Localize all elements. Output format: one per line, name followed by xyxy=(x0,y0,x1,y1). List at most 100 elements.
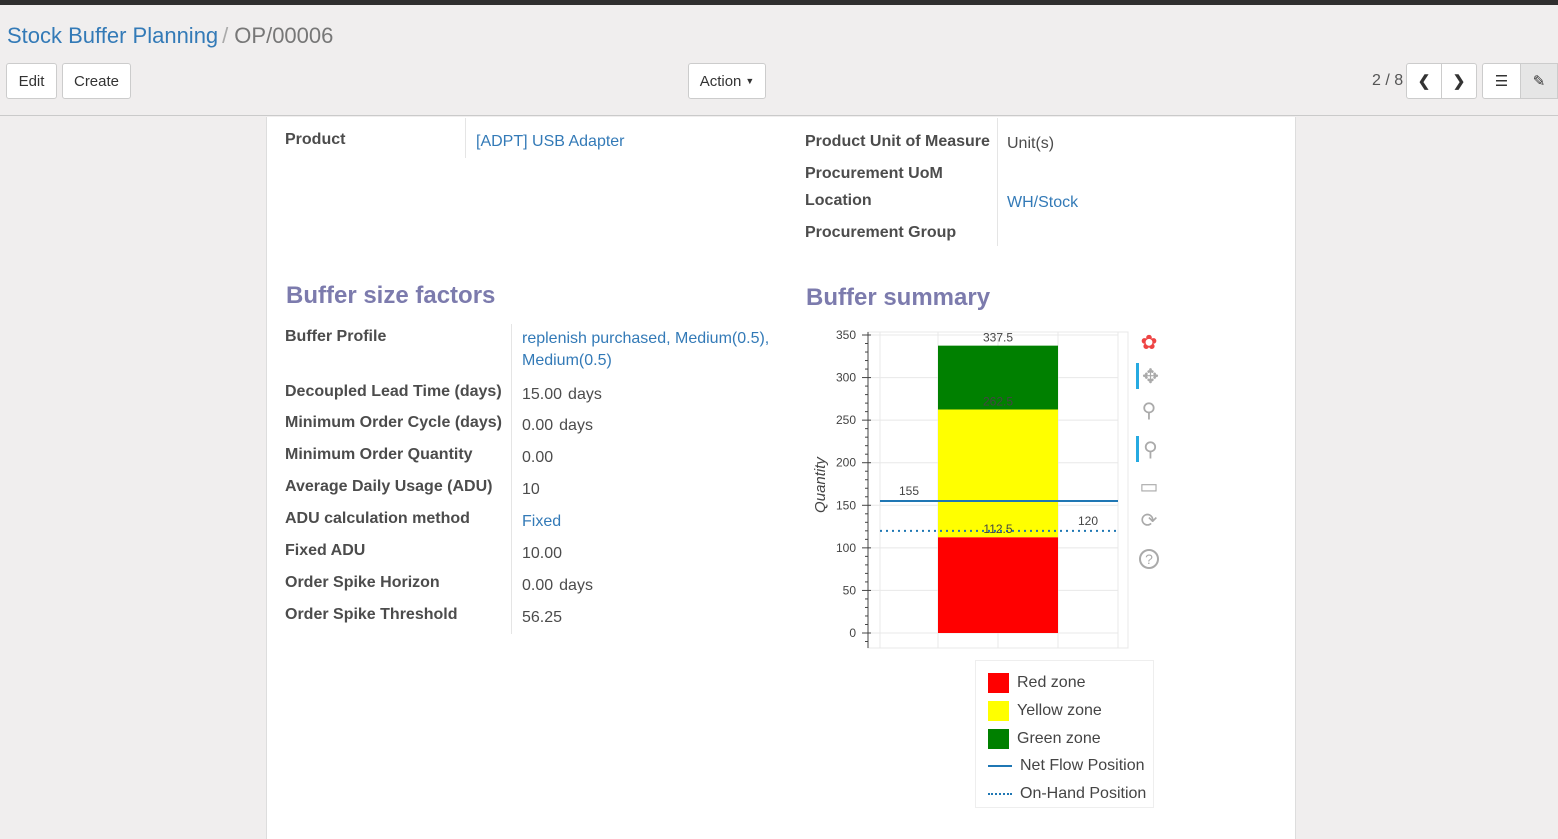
line-label: 120 xyxy=(1078,514,1098,528)
buffer-summary-title: Buffer summary xyxy=(806,284,991,311)
factor-value-text: 0.00 xyxy=(522,449,554,466)
form-view-button[interactable]: ✎ xyxy=(1520,63,1558,99)
save-icon[interactable]: ▭ xyxy=(1139,475,1159,498)
factor-value-text: 0.00 xyxy=(522,417,554,434)
divider xyxy=(511,324,512,634)
legend-item-on-hand: On-Hand Position xyxy=(988,785,1146,803)
product-link[interactable]: [ADPT] USB Adapter xyxy=(476,133,625,150)
factor-value[interactable]: Fixed xyxy=(522,513,561,531)
divider xyxy=(465,118,466,158)
pager-value: 2 / 8 xyxy=(1372,72,1404,89)
factor-unit: days xyxy=(568,386,602,403)
factor-value: 0.00 days xyxy=(522,577,593,595)
y-tick-label: 100 xyxy=(836,541,856,555)
legend-label: Red zone xyxy=(1017,674,1086,691)
box-zoom-icon[interactable]: ⚲ xyxy=(1141,399,1157,422)
bar-red-zone xyxy=(938,537,1058,633)
factor-value: 56.25 xyxy=(522,609,562,627)
factor-label: Minimum Order Cycle (days) xyxy=(285,414,502,431)
procurement-group-label: Procurement Group xyxy=(805,224,957,241)
factor-value-text: 10.00 xyxy=(522,545,563,562)
reset-icon[interactable]: ⟳ xyxy=(1140,509,1158,532)
chevron-right-icon: ❯ xyxy=(1452,73,1466,90)
caret-down-icon: ▼ xyxy=(745,76,755,86)
legend-label: Net Flow Position xyxy=(1020,757,1145,774)
factor-value: 10 xyxy=(522,481,540,499)
pan-icon[interactable]: ✥ xyxy=(1136,363,1162,389)
list-view-button[interactable]: ☰ xyxy=(1482,63,1521,99)
divider xyxy=(997,118,998,246)
action-button[interactable]: Action ▼ xyxy=(688,63,766,99)
y-tick-label: 50 xyxy=(843,583,857,597)
wheel-zoom-icon[interactable]: ⚲ xyxy=(1136,436,1162,462)
factor-label: ADU calculation method xyxy=(285,510,470,527)
factor-value: 0.00 days xyxy=(522,417,593,435)
y-tick-label: 0 xyxy=(849,626,856,640)
legend-swatch xyxy=(988,701,1009,721)
y-tick-label: 350 xyxy=(836,328,856,342)
bar-label: 262.5 xyxy=(983,395,1013,409)
factor-unit: days xyxy=(559,417,593,434)
create-button[interactable]: Create xyxy=(62,63,131,99)
factor-value[interactable]: replenish purchased, Medium(0.5), Medium… xyxy=(522,328,772,372)
help-icon[interactable]: ? xyxy=(1139,549,1159,569)
factor-unit: days xyxy=(559,577,593,594)
factor-label: Average Daily Usage (ADU) xyxy=(285,478,493,495)
factor-value: 10.00 xyxy=(522,545,562,563)
factor-value: 0.00 xyxy=(522,449,553,467)
factor-value: 15.00 days xyxy=(522,386,602,404)
breadcrumb: Stock Buffer Planning / OP/00006 xyxy=(7,23,333,49)
legend-item-green: Green zone xyxy=(988,729,1101,749)
pager-previous-button[interactable]: ❮ xyxy=(1406,63,1442,99)
factor-label: Order Spike Horizon xyxy=(285,574,440,591)
action-label: Action xyxy=(699,72,742,90)
location-label: Location xyxy=(805,192,872,209)
legend-item-red: Red zone xyxy=(988,673,1086,693)
y-tick-label: 250 xyxy=(836,413,856,427)
product-label: Product xyxy=(285,131,346,148)
bokeh-logo-icon: ✿ xyxy=(1140,331,1158,354)
legend-label: Green zone xyxy=(1017,730,1101,747)
control-panel: Stock Buffer Planning / OP/00006 xyxy=(0,5,1558,116)
legend-label: On-Hand Position xyxy=(1020,785,1147,802)
legend-item-net-flow: Net Flow Position xyxy=(988,757,1145,775)
bar-label: 112.5 xyxy=(983,522,1012,536)
legend-line-solid xyxy=(988,765,1012,767)
bar-yellow-zone xyxy=(938,409,1058,538)
factor-value-text: 15.00 xyxy=(522,386,563,403)
edit-button[interactable]: Edit xyxy=(6,63,57,99)
legend-item-yellow: Yellow zone xyxy=(988,701,1102,721)
factor-value-text[interactable]: Fixed xyxy=(522,513,562,530)
edit-icon: ✎ xyxy=(1532,73,1546,90)
procurement-uom-label: Procurement UoM xyxy=(805,165,943,182)
factor-value-text[interactable]: replenish purchased, Medium(0.5), Medium… xyxy=(522,330,770,369)
list-icon: ☰ xyxy=(1494,73,1509,90)
y-tick-label: 300 xyxy=(836,371,856,385)
factor-label: Buffer Profile xyxy=(285,328,387,345)
line-label: 155 xyxy=(899,484,919,498)
chart-legend: Red zone Yellow zone Green zone Net Flow… xyxy=(975,660,1154,808)
location-link[interactable]: WH/Stock xyxy=(1007,194,1079,211)
bar-label: 337.5 xyxy=(983,331,1013,345)
legend-swatch xyxy=(988,673,1009,693)
buffer-factors-title: Buffer size factors xyxy=(286,282,496,309)
pager-next-button[interactable]: ❯ xyxy=(1441,63,1477,99)
chevron-left-icon: ❮ xyxy=(1417,73,1431,90)
breadcrumb-current: OP/00006 xyxy=(234,23,334,48)
y-tick-label: 150 xyxy=(836,498,856,512)
factor-label: Decoupled Lead Time (days) xyxy=(285,383,502,400)
y-tick-label: 200 xyxy=(836,456,856,470)
uom-value: Unit(s) xyxy=(1007,135,1055,152)
breadcrumb-parent[interactable]: Stock Buffer Planning xyxy=(7,23,219,48)
factor-value-text: 10 xyxy=(522,481,540,498)
factor-value-text: 0.00 xyxy=(522,577,554,594)
uom-label: Product Unit of Measure xyxy=(805,133,990,150)
factor-label: Minimum Order Quantity xyxy=(285,446,473,463)
top-bar xyxy=(0,0,1558,5)
factor-value-text: 56.25 xyxy=(522,609,563,626)
y-axis-label: Quantity xyxy=(812,456,829,513)
factor-label: Fixed ADU xyxy=(285,542,366,559)
bar-green-zone xyxy=(938,345,1058,410)
buffer-chart: 0 50 100 150 200 250 300 350 Quantity 155 120 112.5… xyxy=(812,328,1129,649)
factor-label: Order Spike Threshold xyxy=(285,606,458,623)
